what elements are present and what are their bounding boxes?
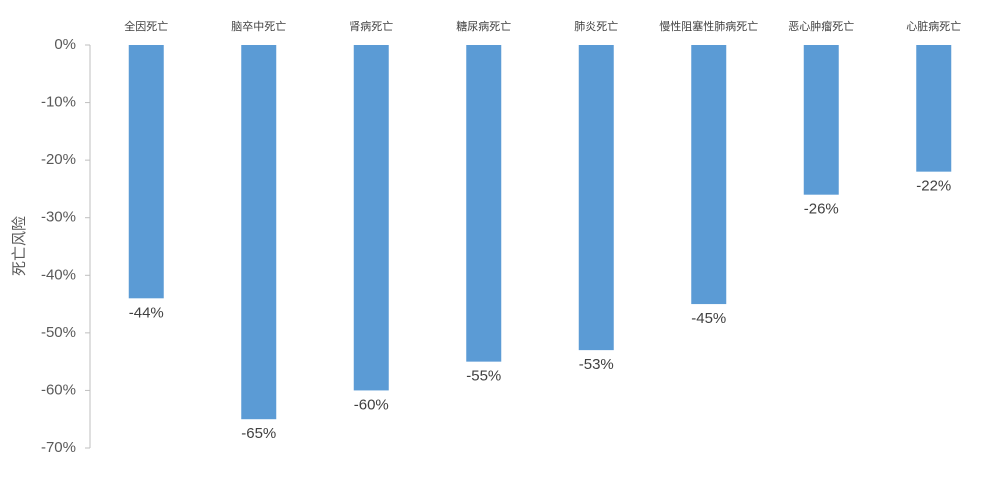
bar <box>241 45 277 420</box>
y-tick-label: -10% <box>41 94 76 111</box>
y-tick-label: -20% <box>41 151 76 168</box>
bar <box>803 45 839 195</box>
x-tick-label: 慢性阻塞性肺病死亡 <box>659 19 758 33</box>
value-label: -53% <box>579 356 614 373</box>
y-tick-label: -60% <box>41 381 76 398</box>
x-tick-label: 全因死亡 <box>124 19 168 33</box>
y-axis-label: 死亡风险 <box>11 216 28 276</box>
x-tick-label: 脑卒中死亡 <box>231 19 286 33</box>
x-tick-label: 恶心肿瘤死亡 <box>788 19 854 33</box>
y-tick-label: -40% <box>41 266 76 283</box>
bar <box>353 45 389 391</box>
y-tick-label: -30% <box>41 209 76 226</box>
value-label: -55% <box>466 368 501 385</box>
value-label: -22% <box>916 178 951 195</box>
value-label: -60% <box>354 396 389 413</box>
value-label: -44% <box>129 304 164 321</box>
x-tick-label: 肾病死亡 <box>349 19 393 33</box>
x-tick-label: 肺炎死亡 <box>574 19 618 33</box>
bar <box>916 45 952 172</box>
y-tick-label: -70% <box>41 439 76 456</box>
bar <box>691 45 727 305</box>
x-tick-label: 糖尿病死亡 <box>456 19 511 33</box>
value-label: -26% <box>804 201 839 218</box>
y-tick-label: 0% <box>54 36 76 53</box>
bar <box>466 45 502 362</box>
x-tick-label: 心脏病死亡 <box>906 19 961 33</box>
bar <box>128 45 164 299</box>
bar <box>578 45 614 351</box>
y-tick-label: -50% <box>41 324 76 341</box>
value-label: -45% <box>691 310 726 327</box>
value-label: -65% <box>241 425 276 442</box>
